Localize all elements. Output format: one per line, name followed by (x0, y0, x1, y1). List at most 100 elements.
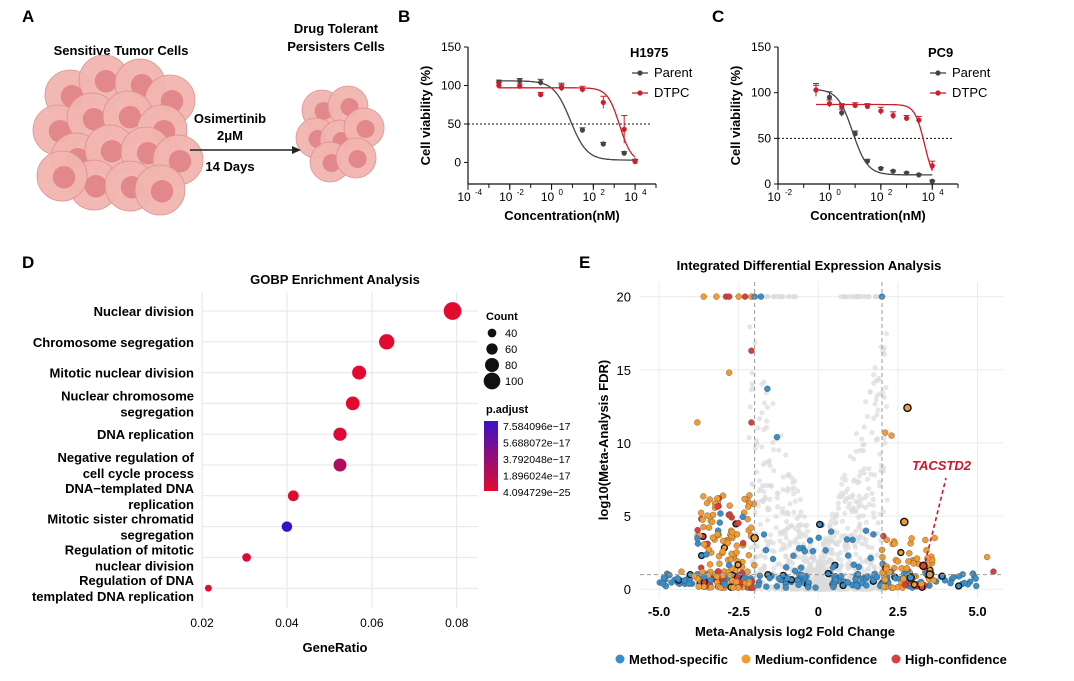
background-gene-point (789, 475, 795, 481)
significant-gene-point (908, 535, 915, 542)
background-gene-point (856, 493, 862, 499)
background-gene-point (883, 403, 890, 410)
x-tick-label: 2.5 (889, 604, 907, 619)
x-tick-label: 10 (870, 190, 884, 204)
legend-marker (891, 654, 901, 664)
data-point-dtpc (621, 126, 627, 132)
data-point-parent (903, 170, 910, 176)
background-gene-point (881, 345, 887, 351)
term-label: Chromosome segregation (33, 335, 194, 350)
background-gene-point (874, 412, 880, 418)
background-gene-point (790, 491, 797, 497)
significant-gene-point (900, 575, 907, 582)
significant-gene-point (717, 510, 724, 517)
significant-gene-point (705, 524, 713, 531)
background-gene-point (824, 559, 830, 565)
legend-label: High-confidence (905, 652, 1007, 667)
data-point-parent (579, 127, 586, 133)
background-gene-point (757, 521, 764, 528)
term-label: Regulation of mitotic (65, 542, 194, 557)
significant-gene-point (703, 551, 710, 558)
background-gene-point (791, 485, 797, 491)
x-axis-title: Meta-Analysis log2 Fold Change (695, 624, 895, 639)
significant-gene-point (922, 536, 929, 544)
background-gene-point (755, 425, 761, 431)
enrichment-dot (281, 521, 293, 532)
background-gene-point (856, 513, 863, 519)
significant-gene-point (719, 572, 727, 579)
background-gene-point (765, 540, 772, 547)
tumor-cell-nucleus-p4 (356, 120, 375, 138)
x-tick-label: -5.0 (648, 604, 670, 619)
tumor-cell-nucleus-5 (82, 108, 106, 131)
background-gene-point (777, 538, 783, 544)
significant-gene-point (938, 572, 946, 580)
panel-letter-c: C (712, 7, 724, 26)
background-gene-point (839, 475, 846, 482)
x-axis-title: GeneRatio (302, 640, 367, 655)
data-point-dtpc (558, 85, 565, 91)
background-gene-point (845, 542, 851, 548)
significant-gene-point (725, 511, 733, 519)
data-point-dtpc (929, 163, 935, 169)
significant-gene-point (797, 564, 805, 571)
significant-gene-point (931, 534, 938, 542)
background-gene-point (761, 563, 767, 569)
fit-curve-parent (815, 88, 933, 176)
size-legend-label: 80 (505, 360, 517, 372)
significant-gene-point (699, 516, 706, 523)
background-gene-point (873, 294, 880, 300)
data-point-parent (826, 94, 833, 100)
significant-gene-point (668, 579, 675, 586)
tumor-cell-nucleus-14 (150, 180, 174, 203)
enrichment-dot (345, 396, 360, 411)
significant-gene-point (880, 532, 887, 540)
x-tick-label: 5.0 (968, 604, 986, 619)
background-gene-point (790, 479, 796, 486)
significant-gene-point (659, 580, 667, 587)
background-gene-point (871, 514, 877, 520)
x-tick-label: 10 (922, 190, 936, 204)
background-gene-point (767, 482, 773, 488)
data-point-dtpc (903, 115, 910, 121)
background-gene-point (775, 504, 781, 510)
background-gene-point (773, 525, 779, 531)
y-tick-label: 100 (751, 86, 771, 100)
background-gene-point (764, 404, 771, 410)
highlighted-gene-point (678, 568, 685, 575)
significant-gene-point (714, 531, 721, 538)
significant-gene-point (844, 579, 851, 586)
significant-gene-point (686, 580, 693, 587)
data-point-dtpc (864, 103, 871, 109)
background-gene-point (857, 294, 863, 300)
treatment-arrowhead (292, 146, 301, 154)
y-tick-label: 50 (448, 117, 462, 131)
treatment-duration: 14 Days (205, 159, 254, 174)
significant-gene-point (706, 561, 714, 568)
significant-gene-point (806, 537, 814, 544)
significant-gene-point (874, 573, 881, 581)
data-point-dtpc (813, 87, 819, 93)
data-point-dtpc (852, 102, 858, 109)
background-gene-point (853, 448, 859, 455)
background-gene-point (764, 424, 770, 430)
significant-gene-point (795, 581, 802, 589)
background-gene-point (871, 564, 877, 570)
background-gene-point (858, 436, 865, 442)
background-gene-point (865, 566, 871, 573)
background-gene-point (786, 294, 792, 300)
significant-gene-point (837, 572, 845, 580)
background-gene-point (792, 525, 798, 531)
significant-gene-point (897, 548, 905, 557)
background-gene-point (857, 521, 863, 527)
significant-gene-point (739, 513, 746, 521)
background-gene-point (877, 479, 883, 485)
background-gene-point (872, 365, 878, 371)
persister-cells-title-line1: Drug Tolerant (294, 21, 379, 36)
cell-illustration (32, 54, 385, 216)
color-legend-label: 4.094729e−25 (503, 487, 571, 499)
background-gene-point (852, 528, 859, 535)
background-gene-point (835, 555, 841, 562)
data-point-parent (890, 168, 896, 174)
term-label: DNA replication (97, 427, 194, 442)
